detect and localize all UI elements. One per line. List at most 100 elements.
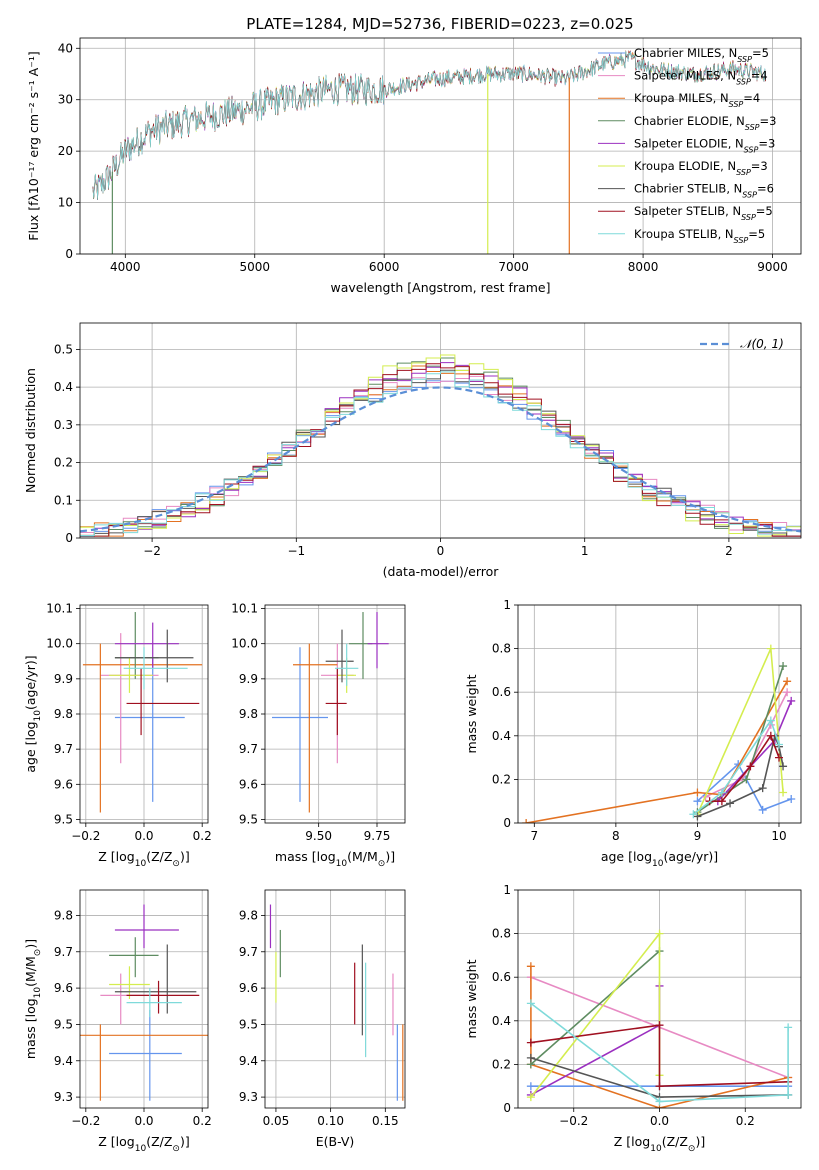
y-tick-label: 0 bbox=[503, 1101, 511, 1115]
legend-entry-part: Salpeter ELODIE, N bbox=[634, 136, 744, 150]
label-part: Z [log bbox=[98, 849, 134, 864]
weight-marker bbox=[693, 797, 702, 806]
x-tick-label: −1 bbox=[287, 544, 305, 558]
x-tick-label: 9 bbox=[694, 829, 702, 843]
histogram-step bbox=[80, 369, 801, 537]
panel-age_vs_z: −0.2 0.0 0.29.59.69.79.89.910.010.1Z [log1… bbox=[23, 602, 212, 869]
legend-entry: Chabrier STELIB, NSSP=6 bbox=[634, 182, 774, 200]
x-tick-label: 7 bbox=[530, 829, 538, 843]
weight-marker bbox=[779, 762, 788, 771]
x-tick-label: 9.75 bbox=[364, 829, 391, 843]
legend-entry-part: SSP bbox=[742, 190, 757, 199]
y-tick-label: 0.4 bbox=[492, 729, 511, 743]
weight-marker bbox=[766, 731, 775, 740]
weight-marker bbox=[655, 929, 664, 938]
y-tick-label: 0.2 bbox=[492, 1057, 511, 1071]
y-tick-label: 9.7 bbox=[54, 742, 73, 756]
weight-marker bbox=[784, 1023, 793, 1032]
y-tick-label: 0.2 bbox=[54, 456, 73, 470]
weight-marker bbox=[526, 1082, 535, 1091]
label-part: (age/yr)] bbox=[23, 655, 38, 710]
panel-spectrum: 4000 5000 6000 7000 8000 9000 0 10 20 30 40 wavelen… bbox=[26, 37, 802, 295]
legend-entry: Chabrier MILES, NSSP=5 bbox=[634, 46, 769, 64]
x-tick-label: 8000 bbox=[628, 260, 659, 274]
spectrum-line bbox=[92, 51, 766, 199]
panel-residuals: −2 −1 0 1 2 0 0.1 0.2 0.3 0.4 0.5 (data-model)/erro… bbox=[23, 322, 802, 579]
axes-frame bbox=[79, 889, 209, 1109]
grid bbox=[265, 605, 405, 823]
y-tick-label: 1 bbox=[503, 598, 511, 612]
x-tick-label: −2 bbox=[143, 544, 161, 558]
y-tick-label: 9.5 bbox=[239, 812, 258, 826]
y-tick-label: 0 bbox=[503, 816, 511, 830]
label-part: ⊙ bbox=[33, 949, 43, 957]
legend-entry-part: SSP bbox=[744, 145, 759, 154]
weight-marker bbox=[526, 999, 535, 1008]
axes-frame bbox=[517, 889, 802, 1109]
x-tick-label: 0 bbox=[437, 544, 445, 558]
x-tick-label: 7000 bbox=[498, 260, 529, 274]
weight-marker bbox=[779, 662, 788, 671]
label-part: 10 bbox=[135, 1144, 147, 1154]
legend-entry: Kroupa ELODIE, NSSP=3 bbox=[634, 159, 768, 177]
y-tick-label: 9.8 bbox=[239, 908, 258, 922]
legend-entry-part: SSP bbox=[734, 235, 749, 244]
y-tick-label: 9.4 bbox=[239, 1054, 258, 1068]
y-tick-label: 9.6 bbox=[54, 777, 73, 791]
weight-marker bbox=[746, 762, 755, 771]
weight-marker bbox=[526, 1093, 535, 1102]
weight-marker bbox=[726, 799, 735, 808]
y-tick-label: 0.6 bbox=[492, 970, 511, 984]
label-part: )] bbox=[180, 1134, 190, 1149]
weight-marker bbox=[522, 819, 531, 823]
label-part: (M/M bbox=[347, 849, 378, 864]
x-tick-label: −0.2 bbox=[71, 829, 100, 843]
y-tick-label: 9.4 bbox=[54, 1054, 73, 1068]
legend-entry-part: =3 bbox=[751, 159, 768, 173]
y-tick-label: 0.2 bbox=[492, 772, 511, 786]
y-tick-label: 10.0 bbox=[46, 637, 73, 651]
weight-line bbox=[530, 950, 661, 1066]
label-part: (Z/Z bbox=[146, 849, 172, 864]
label-part: (M/M bbox=[23, 956, 38, 987]
label-part: ⊙ bbox=[378, 859, 386, 869]
label-part: age [log bbox=[601, 849, 652, 864]
weight-marker bbox=[783, 688, 792, 697]
y-tick-label: 9.5 bbox=[54, 812, 73, 826]
weight-marker bbox=[689, 810, 698, 819]
weight-marker bbox=[742, 775, 751, 784]
label-part: Z [log bbox=[614, 1134, 650, 1149]
plot-area bbox=[80, 354, 801, 537]
y-tick-label: 0 bbox=[65, 247, 73, 261]
y-tick-label: 0.4 bbox=[54, 380, 73, 394]
label-part: 10 bbox=[135, 859, 147, 869]
label-part: age [log bbox=[23, 721, 38, 772]
y-tick-label: 9.9 bbox=[239, 672, 258, 686]
figure-title: PLATE=1284, MJD=52736, FIBERID=0223, z=0… bbox=[246, 15, 633, 33]
label-part: )] bbox=[695, 1134, 705, 1149]
x-tick-label: 8 bbox=[612, 829, 620, 843]
x-tick-label: 5000 bbox=[239, 260, 270, 274]
weight-marker bbox=[526, 1053, 535, 1062]
label-part: ⊙ bbox=[172, 859, 180, 869]
y-tick-label: 9.7 bbox=[239, 742, 258, 756]
y-tick-label: 20 bbox=[58, 144, 73, 158]
y-tick-label: 9.6 bbox=[239, 777, 258, 791]
y-tick-label: 0.3 bbox=[54, 418, 73, 432]
x-tick-label: 9000 bbox=[757, 260, 788, 274]
y-tick-label: 9.3 bbox=[239, 1090, 258, 1104]
label-part: 10 bbox=[33, 987, 43, 999]
x-tick-label: 0.10 bbox=[317, 1114, 344, 1128]
legend-entry-part: SSP bbox=[737, 55, 752, 64]
y-tick-label: 9.7 bbox=[239, 945, 258, 959]
weight-marker bbox=[779, 788, 788, 797]
legend-entry-part: Kroupa ELODIE, N bbox=[634, 159, 736, 173]
x-tick-label: 0.0 bbox=[650, 1114, 669, 1128]
weight-marker bbox=[784, 1090, 793, 1099]
legend-entry-part: =3 bbox=[758, 136, 775, 150]
weight-marker bbox=[774, 753, 783, 762]
label-part: 10 bbox=[650, 1144, 662, 1154]
legend-entry-part: Kroupa MILES, N bbox=[634, 91, 729, 105]
x-tick-label: 0.15 bbox=[372, 1114, 399, 1128]
